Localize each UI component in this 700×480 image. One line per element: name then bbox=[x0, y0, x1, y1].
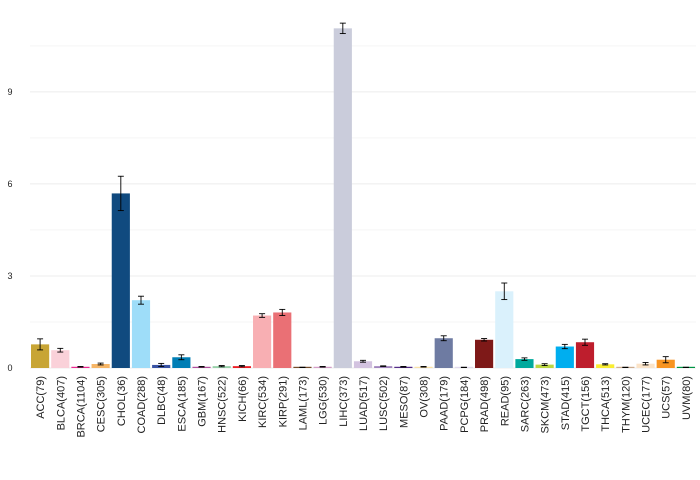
bars bbox=[31, 28, 695, 369]
error-bars bbox=[37, 22, 689, 368]
x-tick-label: PAAD(179) bbox=[439, 376, 451, 431]
x-tick-label: TGCT(156) bbox=[580, 376, 592, 432]
x-tick-label: UVM(80) bbox=[681, 376, 693, 420]
x-tick-label: BLCA(407) bbox=[55, 376, 67, 430]
x-tick-label: THYM(120) bbox=[620, 376, 632, 433]
bar-tgct bbox=[575, 342, 595, 368]
x-tick-label: MESO(87) bbox=[398, 376, 410, 428]
bar-ucs bbox=[656, 359, 675, 368]
bar-stad bbox=[555, 346, 574, 368]
bar-kirc bbox=[253, 315, 272, 368]
y-tick-label: 0 bbox=[7, 363, 12, 373]
x-tick-label: PRAD(498) bbox=[479, 376, 491, 432]
bar-prad bbox=[475, 339, 494, 368]
x-tick-label: ACC(79) bbox=[35, 376, 47, 419]
x-tick-label: SKCM(473) bbox=[540, 376, 552, 433]
x-tick-label: OV(308) bbox=[419, 376, 431, 418]
bar-sarc bbox=[515, 359, 534, 368]
x-tick-label: BRCA(1104) bbox=[75, 376, 87, 438]
x-tick-label: KIRP(291) bbox=[277, 376, 289, 427]
x-tick-label: LGG(530) bbox=[318, 376, 330, 425]
x-tick-label: KICH(66) bbox=[237, 376, 249, 422]
x-tick-label: DLBC(48) bbox=[156, 376, 168, 425]
x-tick-label: KIRC(534) bbox=[257, 376, 269, 428]
x-tick-label: CESC(305) bbox=[96, 376, 108, 432]
y-axis-ticks: 0 3 6 9 bbox=[7, 87, 12, 373]
x-tick-label: SARC(263) bbox=[519, 376, 531, 432]
x-axis-ticks: ACC(79) BLCA(407) BRCA(1104) CESC(305) CHOL(… bbox=[35, 376, 693, 438]
x-tick-label: COAD(288) bbox=[136, 376, 148, 433]
x-tick-label: LAML(173) bbox=[297, 376, 309, 430]
bar-esca bbox=[172, 357, 191, 368]
bar-ucec bbox=[636, 363, 655, 368]
x-tick-label: LUSC(502) bbox=[378, 376, 390, 431]
x-tick-label: ESCA(185) bbox=[176, 376, 188, 432]
x-tick-label: THCA(513) bbox=[600, 376, 612, 432]
y-tick-label: 3 bbox=[7, 271, 12, 281]
x-tick-label: CHOL(36) bbox=[116, 376, 128, 426]
x-tick-label: GBM(167) bbox=[197, 376, 209, 427]
bar-cesc bbox=[91, 364, 110, 368]
x-tick-label: UCEC(177) bbox=[641, 376, 653, 433]
bar-luad bbox=[353, 361, 373, 368]
bar-blca bbox=[51, 350, 70, 368]
bar-kirp bbox=[273, 312, 292, 368]
x-tick-label: UCS(57) bbox=[661, 376, 673, 419]
y-tick-label: 9 bbox=[7, 87, 12, 97]
bar-lusc bbox=[374, 366, 393, 368]
bar-thca bbox=[596, 364, 615, 368]
bar-acc bbox=[31, 344, 50, 368]
x-tick-label: STAD(415) bbox=[560, 376, 572, 430]
x-tick-label: LUAD(517) bbox=[358, 376, 370, 431]
x-tick-label: READ(95) bbox=[499, 376, 511, 426]
y-tick-label: 6 bbox=[7, 179, 12, 189]
x-tick-label: LIHC(373) bbox=[338, 376, 350, 427]
bar-skcm bbox=[535, 364, 554, 368]
x-tick-label: HNSC(522) bbox=[217, 376, 229, 433]
bar-lihc bbox=[333, 28, 352, 369]
bar-read bbox=[495, 291, 514, 368]
bar-paad bbox=[434, 338, 453, 368]
x-tick-label: PCPG(184) bbox=[459, 376, 471, 433]
bar-coad bbox=[131, 300, 151, 368]
bar-chol bbox=[111, 193, 130, 368]
